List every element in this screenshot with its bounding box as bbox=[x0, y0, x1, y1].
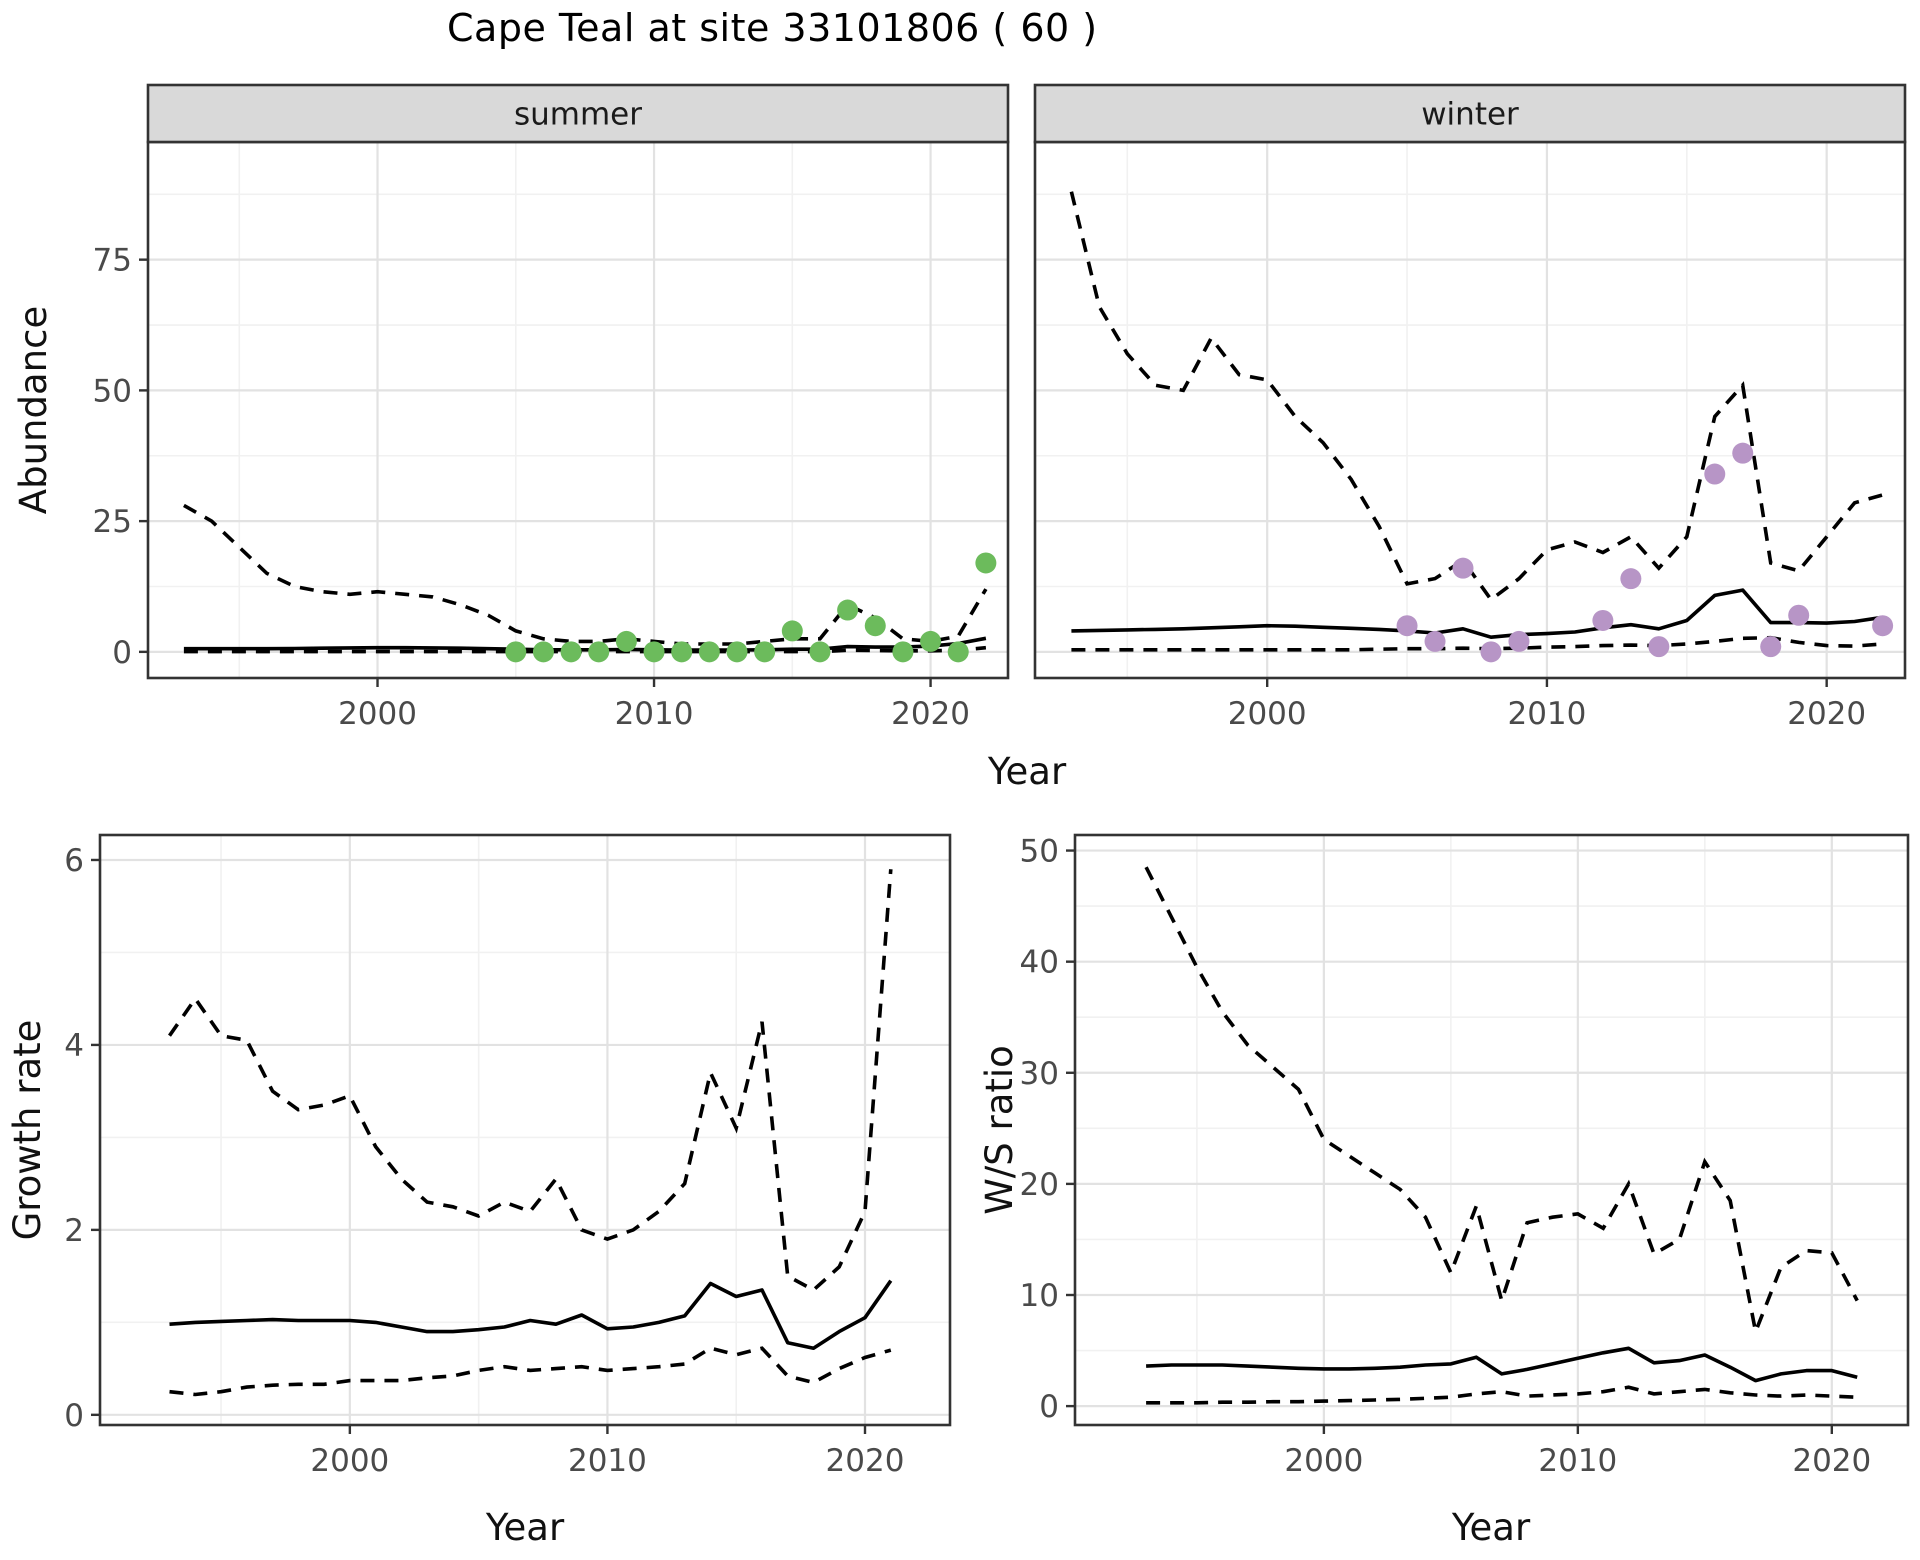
chart-title: Cape Teal at site 33101806 ( 60 ) bbox=[447, 6, 1098, 50]
panel-background bbox=[1035, 142, 1905, 678]
observed-point bbox=[1452, 557, 1474, 579]
observed-point bbox=[975, 552, 997, 574]
panel-abundance-winter: 2000 2010 2020 winter bbox=[1033, 83, 1907, 732]
ci-lower-line bbox=[1071, 635, 1883, 652]
x-tick-label: 2020 bbox=[1792, 1443, 1871, 1479]
x-tick-label: 2000 bbox=[310, 1443, 389, 1479]
y-axis-title-ws-ratio: W/S ratio bbox=[978, 1045, 1021, 1215]
facet-strip-label: winter bbox=[1421, 97, 1519, 133]
mean-line bbox=[169, 1279, 893, 1350]
x-axis-title-year-ws: Year bbox=[1451, 1506, 1531, 1549]
y-tick-label: 0 bbox=[64, 1398, 84, 1434]
observed-point bbox=[560, 641, 582, 663]
ci-upper-line bbox=[1069, 191, 1884, 603]
y-tick-label: 0 bbox=[112, 635, 132, 671]
y-axis-title-abundance: Abundance bbox=[12, 306, 55, 514]
panel-border bbox=[1073, 833, 1910, 1427]
observed-point bbox=[1480, 641, 1502, 663]
observed-point bbox=[864, 615, 886, 637]
y-tick-label: 0 bbox=[1039, 1389, 1059, 1425]
x-axis-title-year-top: Year bbox=[987, 750, 1067, 793]
observed-point bbox=[615, 630, 637, 652]
panel-background bbox=[148, 142, 1008, 678]
observed-point bbox=[1732, 442, 1754, 464]
observed-point bbox=[505, 641, 527, 663]
observed-point bbox=[1620, 568, 1642, 590]
y-tick-label: 30 bbox=[1020, 1056, 1059, 1092]
observed-point bbox=[1424, 630, 1446, 652]
mean-line bbox=[1146, 1346, 1858, 1383]
x-tick-label: 2000 bbox=[1228, 696, 1307, 732]
ci-lower-line bbox=[183, 645, 987, 654]
observed-point bbox=[698, 641, 720, 663]
observed-point bbox=[588, 641, 610, 663]
observed-point bbox=[1788, 604, 1810, 626]
x-tick-label: 2020 bbox=[891, 696, 970, 732]
observed-point bbox=[947, 641, 969, 663]
x-axis-title-year-growth: Year bbox=[485, 1506, 565, 1549]
observed-point bbox=[1648, 636, 1670, 658]
y-tick-label: 4 bbox=[64, 1028, 84, 1064]
x-tick-label: 2010 bbox=[568, 1443, 647, 1479]
observed-point bbox=[532, 641, 554, 663]
observed-point bbox=[837, 599, 859, 621]
ci-lower-line bbox=[169, 1346, 892, 1397]
y-tick-label: 50 bbox=[1020, 834, 1059, 870]
observed-point bbox=[643, 641, 665, 663]
observed-point bbox=[1704, 463, 1726, 485]
x-tick-label: 2010 bbox=[1538, 1443, 1617, 1479]
observed-point bbox=[920, 630, 942, 652]
observed-point bbox=[1872, 615, 1894, 637]
y-tick-label: 75 bbox=[93, 243, 132, 279]
panel-ws-ratio: 2000 2010 2020 0 10 20 30 40 50 bbox=[1020, 833, 1910, 1479]
observed-point bbox=[809, 641, 831, 663]
ci-upper-line bbox=[168, 869, 893, 1293]
facet-strip bbox=[146, 83, 1010, 144]
panel-growth-rate: 2000 2010 2020 0 2 4 6 bbox=[64, 833, 952, 1479]
observed-point bbox=[892, 641, 914, 663]
mean-line bbox=[183, 636, 987, 652]
observed-point bbox=[726, 641, 748, 663]
x-tick-label: 2020 bbox=[826, 1443, 905, 1479]
y-tick-label: 6 bbox=[64, 843, 84, 879]
panel-background bbox=[1075, 835, 1908, 1425]
facet-strip-label: summer bbox=[514, 97, 642, 133]
panel-abundance-summer: 2000 2010 2020 0 25 50 75 summer bbox=[93, 83, 1010, 732]
panel-background bbox=[100, 835, 950, 1425]
observed-point bbox=[671, 641, 693, 663]
facet-strip bbox=[1033, 83, 1907, 144]
x-tick-label: 2020 bbox=[1787, 696, 1866, 732]
observed-point bbox=[1396, 615, 1418, 637]
y-tick-label: 20 bbox=[1020, 1167, 1059, 1203]
y-tick-label: 2 bbox=[64, 1213, 84, 1249]
x-tick-label: 2010 bbox=[615, 696, 694, 732]
observed-point bbox=[754, 641, 776, 663]
x-tick-label: 2000 bbox=[338, 696, 417, 732]
panel-border bbox=[98, 833, 952, 1427]
observed-point bbox=[1592, 609, 1614, 631]
ci-upper-line bbox=[1144, 866, 1859, 1339]
observed-point bbox=[1760, 636, 1782, 658]
y-tick-label: 40 bbox=[1020, 945, 1059, 981]
y-axis-title-growth-rate: Growth rate bbox=[6, 1020, 49, 1241]
y-tick-label: 50 bbox=[93, 373, 132, 409]
x-tick-label: 2010 bbox=[1507, 696, 1586, 732]
y-tick-label: 25 bbox=[93, 504, 132, 540]
mean-line bbox=[1071, 588, 1883, 639]
observed-point bbox=[1508, 630, 1530, 652]
x-tick-label: 2000 bbox=[1284, 1443, 1363, 1479]
observed-point bbox=[781, 620, 803, 642]
y-tick-label: 10 bbox=[1020, 1278, 1059, 1314]
